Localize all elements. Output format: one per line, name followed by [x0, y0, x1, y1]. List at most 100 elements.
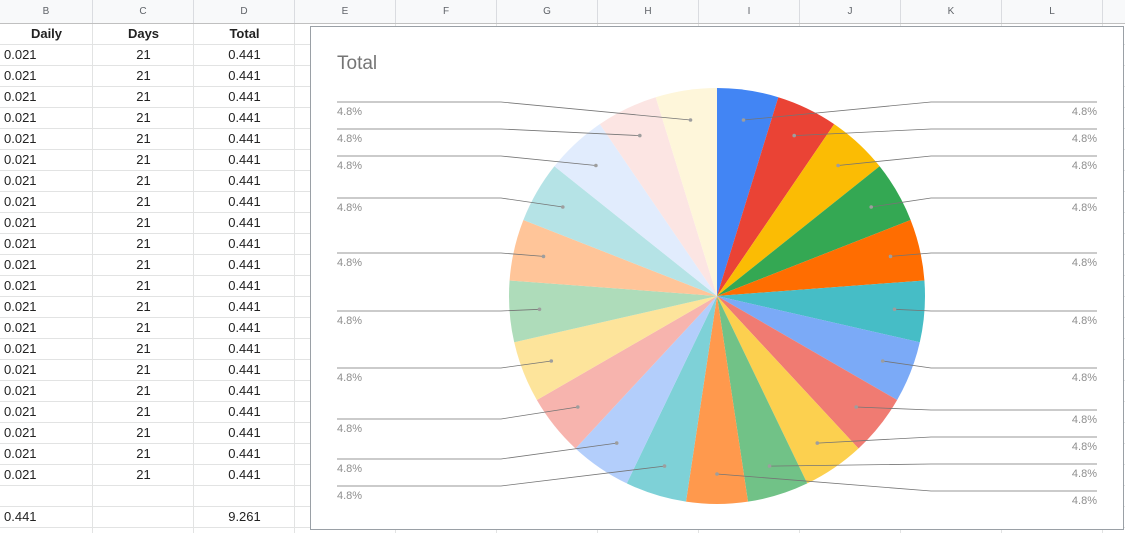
- cell-daily[interactable]: 0.021: [4, 110, 37, 125]
- cell-total[interactable]: 0.441: [228, 47, 261, 62]
- cell-daily[interactable]: 0.021: [4, 299, 37, 314]
- pie-slice-9[interactable]: [717, 296, 859, 484]
- cell-total[interactable]: 0.441: [228, 299, 261, 314]
- cell-total[interactable]: 0.441: [228, 194, 261, 209]
- cell-daily[interactable]: 0.021: [4, 341, 37, 356]
- cell-days[interactable]: 21: [136, 215, 151, 230]
- pie-slice-15[interactable]: [514, 296, 717, 400]
- column-header-i[interactable]: I: [699, 0, 800, 23]
- pie-slice-6[interactable]: [717, 280, 926, 343]
- pie-slice-14[interactable]: [536, 296, 717, 449]
- pie-chart[interactable]: Total 4.8% 4.8% 4.8% 4.8% 4.8% 4.8% 4.8% 4.8% 4.…: [310, 26, 1124, 530]
- cell-daily[interactable]: Daily: [30, 26, 63, 41]
- cell-days[interactable]: 21: [136, 404, 151, 419]
- pie-slice-8[interactable]: [717, 296, 898, 449]
- cell-daily[interactable]: 0.021: [4, 215, 37, 230]
- cell-days[interactable]: 21: [136, 131, 151, 146]
- cell-total[interactable]: 0.441: [228, 131, 261, 146]
- cell-total[interactable]: 0.441: [228, 173, 261, 188]
- cell-total[interactable]: 0.441: [228, 110, 261, 125]
- cell-daily[interactable]: 0.021: [4, 152, 37, 167]
- cell-daily[interactable]: 0.021: [4, 467, 37, 482]
- pie-slice-3[interactable]: [717, 124, 880, 296]
- cell-days[interactable]: 21: [136, 446, 151, 461]
- cell-total[interactable]: 0.441: [228, 320, 261, 335]
- cell-total[interactable]: 0.441: [228, 362, 261, 377]
- cell-days[interactable]: [93, 507, 194, 527]
- pie-slice-21[interactable]: [655, 88, 717, 296]
- cell-daily[interactable]: 0.021: [4, 320, 37, 335]
- cell-days[interactable]: 21: [136, 152, 151, 167]
- cell-daily[interactable]: 0.021: [4, 68, 37, 83]
- cell-days[interactable]: 21: [136, 362, 151, 377]
- pie-slice-18[interactable]: [523, 166, 717, 296]
- column-header-c[interactable]: C: [93, 0, 194, 23]
- cell-days[interactable]: 21: [136, 173, 151, 188]
- column-header-f[interactable]: F: [396, 0, 497, 23]
- cell-total[interactable]: 0.441: [228, 383, 261, 398]
- cell-total[interactable]: 0.441: [228, 467, 261, 482]
- cell-total[interactable]: 0.441: [228, 89, 261, 104]
- cell-daily[interactable]: 0.021: [4, 173, 37, 188]
- cell-daily[interactable]: 0.021: [4, 131, 37, 146]
- pie-slice-2[interactable]: [717, 97, 835, 297]
- pie-slice-13[interactable]: [575, 296, 717, 484]
- cell-days[interactable]: 21: [136, 299, 151, 314]
- cell-days[interactable]: 21: [136, 68, 151, 83]
- cell-daily[interactable]: 0.021: [4, 425, 37, 440]
- column-header-d[interactable]: D: [194, 0, 295, 23]
- column-header-b[interactable]: B: [0, 0, 93, 23]
- cell-days[interactable]: 21: [136, 320, 151, 335]
- cell-days[interactable]: 21: [136, 341, 151, 356]
- cell-daily[interactable]: 0.441: [4, 509, 37, 524]
- cell-daily[interactable]: 0.021: [4, 236, 37, 251]
- cell-daily[interactable]: 0.021: [4, 446, 37, 461]
- cell-days[interactable]: 21: [136, 425, 151, 440]
- pie-slice-12[interactable]: [626, 296, 717, 502]
- cell-daily[interactable]: 0.021: [4, 278, 37, 293]
- cell-days[interactable]: 21: [136, 89, 151, 104]
- cell-days[interactable]: 21: [136, 278, 151, 293]
- cell-days[interactable]: Days: [127, 26, 160, 41]
- cell-daily[interactable]: 0.021: [4, 89, 37, 104]
- cell-days[interactable]: 21: [136, 383, 151, 398]
- pie-slice-17[interactable]: [509, 220, 717, 296]
- cell-total[interactable]: 0.441: [228, 215, 261, 230]
- pie-slice-5[interactable]: [717, 220, 925, 296]
- cell-total[interactable]: 0.441: [228, 236, 261, 251]
- cell-daily[interactable]: 0.021: [4, 383, 37, 398]
- pie-slice-20[interactable]: [599, 97, 717, 297]
- cell-total[interactable]: 0.441: [228, 257, 261, 272]
- cell-total[interactable]: 0.441: [228, 404, 261, 419]
- cell-days[interactable]: 21: [136, 467, 151, 482]
- pie-slice-7[interactable]: [717, 296, 920, 400]
- cell-total[interactable]: 0.441: [228, 152, 261, 167]
- cell-total[interactable]: 0.441: [228, 278, 261, 293]
- pie-slice-11[interactable]: [686, 296, 748, 505]
- cell-days[interactable]: 21: [136, 257, 151, 272]
- cell-total[interactable]: 0.441: [228, 68, 261, 83]
- cell-days[interactable]: 21: [136, 194, 151, 209]
- cell-daily[interactable]: 0.021: [4, 404, 37, 419]
- cell-days[interactable]: 21: [136, 47, 151, 62]
- column-header-h[interactable]: H: [598, 0, 699, 23]
- cell-daily[interactable]: 0.021: [4, 362, 37, 377]
- column-header-l[interactable]: L: [1002, 0, 1103, 23]
- pie-slice-1[interactable]: [717, 88, 779, 296]
- column-header-g[interactable]: G: [497, 0, 598, 23]
- cell-total[interactable]: 0.441: [228, 425, 261, 440]
- pie-slice-16[interactable]: [508, 280, 717, 343]
- pie-slice-19[interactable]: [554, 124, 717, 296]
- column-header-e[interactable]: E: [295, 0, 396, 23]
- pie-slice-4[interactable]: [717, 166, 911, 296]
- pie-slice-10[interactable]: [717, 296, 808, 502]
- cell-total[interactable]: Total: [229, 26, 260, 41]
- column-header-j[interactable]: J: [800, 0, 901, 23]
- cell-days[interactable]: 21: [136, 236, 151, 251]
- cell-daily[interactable]: 0.021: [4, 194, 37, 209]
- cell-daily[interactable]: 0.021: [4, 257, 37, 272]
- cell-days[interactable]: 21: [136, 110, 151, 125]
- cell-total[interactable]: 9.261: [228, 509, 261, 524]
- cell-total[interactable]: 0.441: [228, 341, 261, 356]
- cell-total[interactable]: 0.441: [228, 446, 261, 461]
